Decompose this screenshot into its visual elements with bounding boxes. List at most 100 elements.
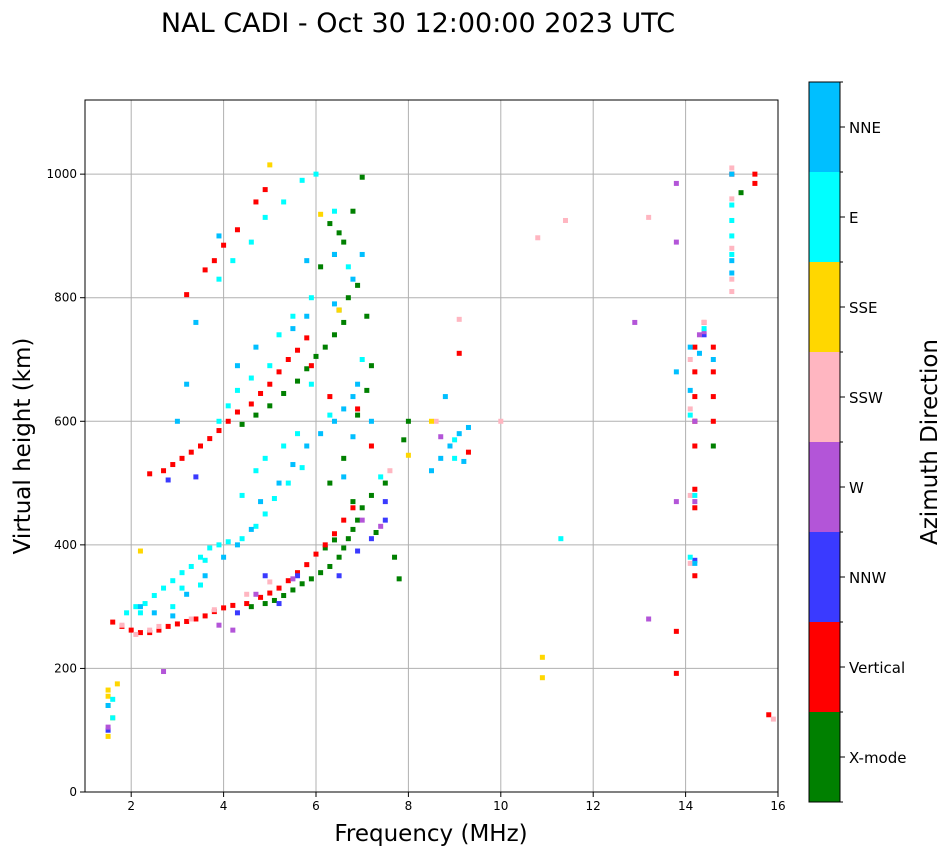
data-point <box>710 418 716 424</box>
data-point <box>198 554 203 560</box>
data-point <box>692 573 698 579</box>
data-point <box>276 369 282 375</box>
x-tick-label: 14 <box>678 799 693 813</box>
data-point <box>308 576 314 582</box>
data-point <box>687 406 693 412</box>
y-tick-label: 200 <box>54 661 77 675</box>
x-tick-label: 8 <box>405 799 413 813</box>
colorbar-segment <box>809 262 840 352</box>
data-point <box>216 233 222 239</box>
data-point <box>382 480 388 486</box>
data-point <box>433 418 439 424</box>
data-point <box>248 375 254 381</box>
data-point <box>267 363 273 369</box>
data-point <box>165 477 171 483</box>
data-point <box>701 326 707 332</box>
data-point <box>281 443 287 449</box>
data-point <box>105 724 111 730</box>
data-point <box>766 712 772 718</box>
data-point <box>692 443 698 449</box>
data-point <box>710 369 716 375</box>
data-point <box>331 208 337 214</box>
data-point <box>318 431 324 437</box>
data-point <box>202 573 208 579</box>
colorbar-label: Azimuth Direction <box>917 339 943 545</box>
data-point <box>133 604 139 610</box>
data-point <box>304 562 310 568</box>
data-point <box>710 344 716 350</box>
data-point <box>285 357 291 362</box>
data-point <box>345 295 351 301</box>
data-point <box>452 437 458 443</box>
data-point <box>114 681 120 687</box>
data-point <box>170 578 176 584</box>
data-point <box>271 496 277 502</box>
colorbar-segment <box>809 712 840 802</box>
colorbar-tick-label: E <box>849 209 858 227</box>
data-point <box>253 523 259 529</box>
data-point <box>105 687 111 693</box>
x-tick-label: 16 <box>770 799 785 813</box>
data-point <box>184 591 190 597</box>
data-point <box>673 369 679 375</box>
data-point <box>429 468 434 474</box>
data-point <box>207 545 213 551</box>
data-point <box>438 434 444 440</box>
x-tick-label: 6 <box>312 799 320 813</box>
data-point <box>188 449 194 455</box>
data-point <box>234 610 240 616</box>
x-tick-label: 12 <box>586 799 601 813</box>
data-point <box>184 292 190 298</box>
data-point <box>285 578 291 584</box>
data-point <box>673 628 679 634</box>
data-point <box>350 276 356 282</box>
data-point <box>193 474 199 480</box>
data-point <box>225 403 231 409</box>
data-point <box>350 499 356 505</box>
data-point <box>119 622 125 628</box>
data-point <box>202 557 208 563</box>
data-point <box>156 627 162 633</box>
data-point <box>350 505 356 511</box>
data-point <box>304 313 310 319</box>
data-point <box>216 276 222 282</box>
data-point <box>327 412 333 418</box>
y-tick-label: 400 <box>54 538 77 552</box>
data-point <box>248 604 254 610</box>
data-point <box>304 258 310 264</box>
data-point <box>692 394 698 400</box>
data-point <box>244 601 250 607</box>
data-point <box>318 570 324 576</box>
data-point <box>239 536 245 542</box>
data-point <box>244 591 250 597</box>
data-point <box>258 594 264 600</box>
data-point <box>396 576 402 582</box>
data-point <box>295 431 301 437</box>
data-point <box>253 344 259 350</box>
data-point <box>355 381 361 387</box>
data-point <box>341 545 347 551</box>
data-point <box>327 480 333 486</box>
data-point <box>692 499 698 505</box>
colorbar-tick-label: NNW <box>849 569 886 587</box>
data-point <box>327 563 333 569</box>
data-point <box>262 601 268 607</box>
data-point <box>225 418 231 424</box>
data-point <box>327 221 333 227</box>
data-point <box>184 381 190 387</box>
data-point <box>105 703 111 708</box>
x-tick-label: 10 <box>493 799 508 813</box>
data-point <box>207 436 213 442</box>
data-point <box>405 418 411 424</box>
data-point <box>752 171 758 177</box>
data-point <box>355 406 361 412</box>
y-tick-label: 0 <box>69 785 77 799</box>
data-point <box>299 177 305 183</box>
x-tick-label: 4 <box>220 799 228 813</box>
data-point <box>290 576 296 582</box>
data-point <box>729 165 735 171</box>
data-point <box>729 196 735 202</box>
data-point <box>355 412 361 418</box>
data-point <box>295 573 301 579</box>
data-point <box>341 474 347 480</box>
